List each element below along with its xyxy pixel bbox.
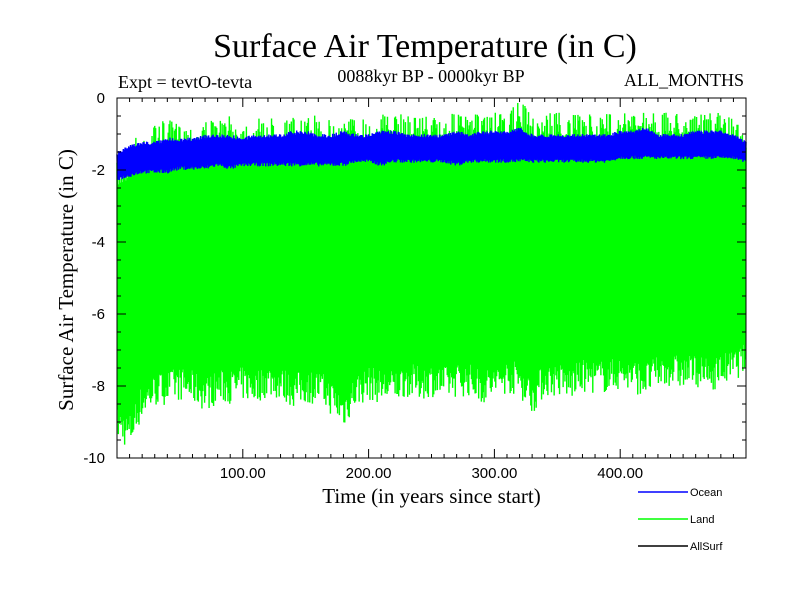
y-tick-label: -8 <box>92 378 105 395</box>
series-line-ocean <box>116 127 747 180</box>
legend-item-ocean: Ocean <box>638 487 722 499</box>
y-axis-title: Surface Air Temperature (in C) <box>54 149 78 411</box>
series-layer <box>116 102 747 445</box>
legend-label: Land <box>690 514 714 526</box>
x-tick-label: 300.00 <box>471 465 517 482</box>
x-tick-label: 400.00 <box>597 465 643 482</box>
x-tick-label: 100.00 <box>220 465 266 482</box>
legend-label: Ocean <box>690 487 722 499</box>
chart-title: Surface Air Temperature (in C) <box>213 28 637 65</box>
y-tick-label: -6 <box>92 306 105 323</box>
series-line-land <box>116 102 747 445</box>
y-tick-label: -4 <box>92 234 105 251</box>
series-land <box>116 102 747 445</box>
experiment-label: Expt = tevtO-tevta <box>118 72 253 92</box>
y-tick-label: -2 <box>92 162 105 179</box>
x-tick-label: 200.00 <box>346 465 392 482</box>
y-tick-label: 0 <box>97 90 105 107</box>
legend-label: AllSurf <box>690 541 723 553</box>
legend: Ocean Land AllSurf <box>638 487 723 553</box>
ticks-layer: 100.00 200.00 300.00 400.00 0 -2 -4 -6 -8 -10 <box>83 90 746 482</box>
months-label: ALL_MONTHS <box>624 70 744 90</box>
period-label: 0088kyr BP - 0000kyr BP <box>337 66 525 86</box>
legend-item-land: Land <box>638 514 714 526</box>
legend-item-allsurf: AllSurf <box>638 541 723 553</box>
y-tick-label: -10 <box>83 450 105 467</box>
series-ocean <box>116 127 747 180</box>
x-axis-title: Time (in years since start) <box>322 484 541 508</box>
